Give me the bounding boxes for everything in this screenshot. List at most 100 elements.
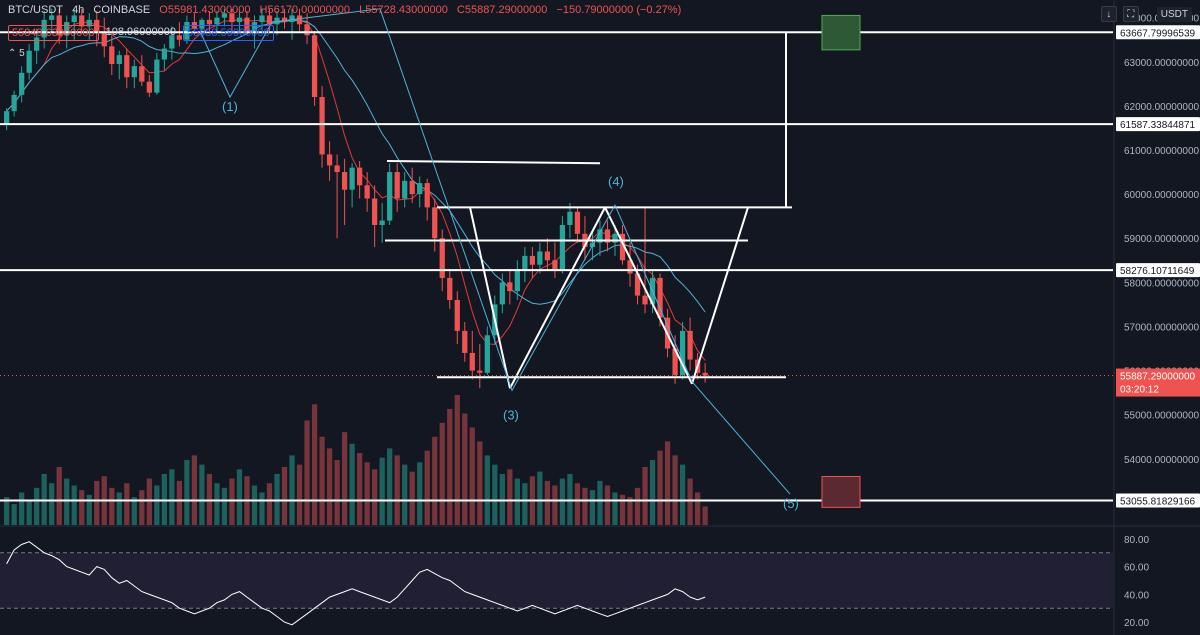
candle-body[interactable] bbox=[259, 15, 265, 23]
candle-body[interactable] bbox=[11, 94, 17, 112]
candle-body[interactable] bbox=[19, 72, 25, 95]
candle-body[interactable] bbox=[477, 370, 483, 373]
candle-body[interactable] bbox=[94, 19, 100, 34]
candle-body[interactable] bbox=[522, 255, 528, 270]
currency-label[interactable]: USDT bbox=[1156, 6, 1192, 22]
candle-body[interactable] bbox=[387, 172, 393, 221]
candle-body[interactable] bbox=[214, 17, 220, 25]
candle-body[interactable] bbox=[41, 19, 47, 38]
candle-body[interactable] bbox=[454, 300, 460, 331]
candle-body[interactable] bbox=[304, 24, 310, 36]
candle-body[interactable] bbox=[447, 277, 453, 300]
trendline[interactable] bbox=[691, 207, 749, 385]
target-box-down[interactable] bbox=[821, 475, 861, 508]
candle-body[interactable] bbox=[319, 97, 325, 155]
candle-body[interactable] bbox=[266, 15, 273, 25]
candle-body[interactable] bbox=[176, 35, 183, 40]
candle-body[interactable] bbox=[567, 211, 573, 225]
candle-body[interactable] bbox=[296, 15, 303, 25]
candle-body[interactable] bbox=[4, 111, 10, 125]
candle-body[interactable] bbox=[604, 229, 611, 243]
candle-body[interactable] bbox=[409, 180, 415, 195]
candle-body[interactable] bbox=[131, 66, 137, 78]
sell-button[interactable]: 55849.63000000 bbox=[8, 25, 99, 41]
candle-body[interactable] bbox=[417, 183, 423, 195]
candle-body[interactable] bbox=[642, 295, 648, 305]
candle-body[interactable] bbox=[169, 35, 175, 49]
candle-body[interactable] bbox=[372, 198, 378, 225]
candle-body[interactable] bbox=[597, 229, 603, 243]
candle-body[interactable] bbox=[101, 33, 107, 47]
candle-body[interactable] bbox=[199, 19, 205, 29]
candle-body[interactable] bbox=[244, 17, 250, 31]
trendline[interactable] bbox=[469, 207, 511, 389]
candle-body[interactable] bbox=[221, 13, 228, 18]
candle-body[interactable] bbox=[672, 348, 678, 375]
candle-body[interactable] bbox=[484, 335, 490, 373]
candle-body[interactable] bbox=[702, 372, 708, 376]
candle-body[interactable] bbox=[499, 282, 505, 305]
candle-body[interactable] bbox=[79, 15, 85, 27]
candle-body[interactable] bbox=[612, 233, 618, 243]
candle-body[interactable] bbox=[364, 185, 370, 199]
target-box-up[interactable] bbox=[821, 14, 861, 51]
candle-body[interactable] bbox=[469, 352, 475, 371]
candle-body[interactable] bbox=[679, 330, 686, 375]
candle-body[interactable] bbox=[619, 233, 626, 261]
candle-body[interactable] bbox=[236, 17, 243, 23]
candle-body[interactable] bbox=[184, 22, 190, 40]
candle-body[interactable] bbox=[251, 22, 258, 31]
indicators-toggle[interactable]: ⌃ 5 bbox=[8, 48, 25, 59]
trendline[interactable] bbox=[604, 206, 693, 385]
interval-label[interactable]: 4h bbox=[72, 4, 85, 16]
candle-body[interactable] bbox=[379, 220, 385, 225]
candle-body[interactable] bbox=[116, 55, 122, 64]
arrow-down-icon[interactable]: ↓ bbox=[1100, 6, 1117, 22]
candle-body[interactable] bbox=[537, 251, 543, 265]
candle-body[interactable] bbox=[146, 81, 152, 93]
candle-body[interactable] bbox=[311, 35, 318, 98]
candle-body[interactable] bbox=[687, 330, 693, 360]
candle-body[interactable] bbox=[86, 19, 92, 27]
trendline[interactable] bbox=[509, 206, 606, 389]
candle-body[interactable] bbox=[402, 180, 408, 199]
candle-body[interactable] bbox=[514, 269, 520, 292]
fullscreen-icon[interactable]: ⛶ bbox=[1122, 6, 1139, 22]
candle-body[interactable] bbox=[394, 172, 400, 199]
candle-body[interactable] bbox=[544, 251, 551, 261]
candle-body[interactable] bbox=[357, 167, 363, 186]
candle-body[interactable] bbox=[559, 225, 566, 270]
candle-body[interactable] bbox=[424, 183, 430, 208]
symbol-label[interactable]: BTC/USDT bbox=[8, 4, 63, 16]
candle-body[interactable] bbox=[326, 154, 333, 166]
buy-button[interactable]: 55958.59000000 bbox=[182, 25, 274, 41]
candle-body[interactable] bbox=[462, 330, 468, 353]
trendline[interactable] bbox=[386, 160, 601, 165]
candle-body[interactable] bbox=[274, 17, 280, 25]
candle-body[interactable] bbox=[26, 50, 32, 73]
candle-body[interactable] bbox=[154, 59, 160, 93]
candle-body[interactable] bbox=[439, 238, 445, 278]
candle-body[interactable] bbox=[281, 17, 288, 23]
candle-body[interactable] bbox=[124, 55, 130, 78]
candle-body[interactable] bbox=[64, 22, 70, 36]
candle-body[interactable] bbox=[432, 207, 438, 239]
candle-body[interactable] bbox=[289, 15, 295, 23]
candle-body[interactable] bbox=[507, 282, 513, 292]
candle-body[interactable] bbox=[552, 260, 558, 270]
candle-body[interactable] bbox=[161, 48, 167, 60]
candle-body[interactable] bbox=[206, 19, 213, 25]
candle-body[interactable] bbox=[349, 167, 355, 190]
candle-body[interactable] bbox=[634, 273, 641, 296]
candle-body[interactable] bbox=[627, 260, 633, 274]
candle-body[interactable] bbox=[34, 37, 40, 51]
candle-body[interactable] bbox=[657, 277, 663, 318]
candle-body[interactable] bbox=[341, 172, 348, 190]
price-axis[interactable] bbox=[1114, 0, 1200, 635]
candle-body[interactable] bbox=[229, 13, 235, 23]
candle-body[interactable] bbox=[71, 15, 77, 23]
candle-body[interactable] bbox=[109, 46, 115, 64]
candle-body[interactable] bbox=[334, 165, 340, 173]
